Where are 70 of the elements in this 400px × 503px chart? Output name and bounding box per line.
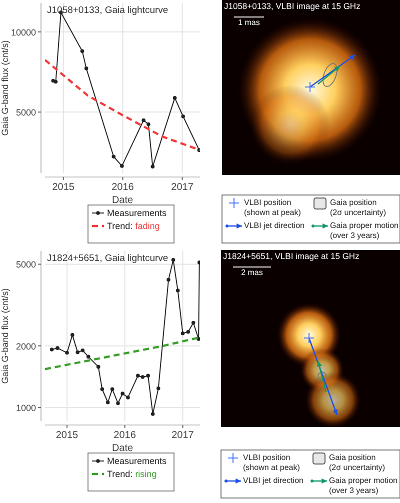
point — [140, 375, 145, 379]
y-axis-title: Gaia G-band flux (cnt/s) — [0, 40, 10, 136]
point — [100, 387, 104, 392]
x-axis-title: Date — [112, 195, 134, 206]
point — [191, 320, 196, 325]
point — [80, 49, 84, 54]
point — [172, 96, 177, 100]
point — [181, 114, 185, 118]
x-tick-label: 2017 — [172, 430, 194, 441]
y-tick-label: 2000 — [16, 341, 36, 352]
legend-label: Measurements — [107, 208, 168, 218]
point — [116, 401, 120, 406]
legend-label: Trend: fading — [107, 221, 160, 231]
point — [156, 386, 160, 390]
text: J1824+5651, VLBI image at 15 GHz — [223, 251, 360, 261]
y-tick-label: 1000 — [16, 403, 36, 414]
point — [176, 288, 180, 292]
point — [180, 331, 185, 336]
point — [150, 412, 155, 416]
point — [70, 333, 74, 337]
legend-label: Measurements — [107, 456, 168, 466]
point — [106, 400, 110, 404]
point — [80, 348, 85, 352]
point — [86, 354, 90, 359]
text: VLBI position (shown at peak) — [243, 453, 300, 472]
point — [96, 364, 100, 369]
point — [65, 350, 69, 355]
text: Gaia proper motion (over 3 years) — [329, 476, 398, 495]
point — [120, 392, 124, 396]
x-axis-title: Date — [112, 443, 134, 454]
y-tick-label: 5000 — [16, 260, 36, 270]
text: 1 mas — [238, 18, 260, 27]
text: J1058+0133, VLBI image at 15 GHz — [224, 1, 360, 11]
point — [136, 374, 140, 378]
text: Gaia position (2σ uncertainty) — [329, 453, 386, 472]
y-tick-label: 10000 — [10, 27, 36, 38]
point — [76, 350, 80, 354]
point — [56, 346, 60, 350]
point — [54, 80, 58, 84]
point — [50, 348, 54, 352]
text: Gaia position (2σ uncertainty) — [330, 198, 386, 217]
point — [120, 164, 124, 168]
text: 2 mas — [241, 268, 263, 277]
point — [146, 122, 150, 126]
point — [150, 164, 155, 168]
point — [197, 260, 200, 264]
y-axis-title: Gaia G-band flux (cnt/s) — [0, 288, 10, 384]
chart-title: J1824+5651, Gaia lightcurve — [47, 253, 168, 264]
text: Gaia proper motion (over 3 years) — [330, 221, 398, 240]
text: VLBI jet direction — [243, 476, 304, 485]
legend-label: Trend: rising — [107, 469, 157, 479]
point — [171, 258, 176, 262]
x-tick-label: 2015 — [52, 182, 75, 193]
point — [166, 278, 170, 282]
point — [112, 154, 116, 159]
x-tick-label: 2015 — [56, 430, 79, 441]
point — [186, 330, 190, 334]
point — [126, 396, 130, 400]
line-series — [45, 58, 200, 152]
point — [84, 66, 88, 70]
y-tick-label: 5000 — [16, 108, 36, 118]
text: VLBI jet direction — [244, 221, 304, 230]
point — [146, 374, 150, 378]
point — [110, 387, 114, 392]
x-tick-label: 2017 — [171, 182, 194, 193]
point — [142, 118, 146, 122]
x-tick-label: 2016 — [112, 182, 134, 193]
chart-title: J1058+0133, Gaia lightcurve — [47, 5, 168, 16]
x-tick-label: 2016 — [114, 430, 136, 441]
text: VLBI position (shown at peak) — [244, 198, 302, 217]
